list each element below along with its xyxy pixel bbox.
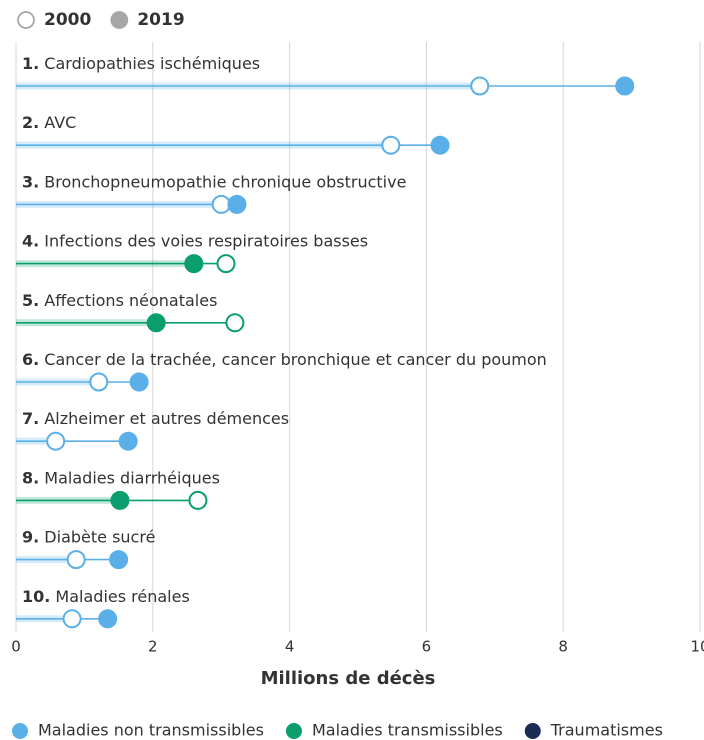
category-label: 7. Alzheimer et autres démences bbox=[22, 409, 289, 428]
dot bbox=[118, 431, 138, 451]
category-name: Maladies rénales bbox=[50, 586, 189, 605]
category-name: Cardiopathies ischémiques bbox=[39, 54, 260, 73]
x-tick-label: 0 bbox=[11, 638, 21, 656]
x-tick-label: 2 bbox=[148, 638, 158, 656]
category-name: Affections néonatales bbox=[39, 290, 217, 309]
x-tick-label: 10 bbox=[690, 638, 704, 656]
category-name: AVC bbox=[39, 113, 76, 132]
category-label: 2. AVC bbox=[22, 113, 76, 132]
dot bbox=[188, 490, 208, 510]
dot bbox=[470, 76, 490, 96]
category-name: Bronchopneumopathie chronique obstructiv… bbox=[39, 172, 406, 191]
dot bbox=[129, 372, 149, 392]
rank: 6. bbox=[22, 350, 39, 369]
category-name: Cancer de la trachée, cancer bronchique … bbox=[39, 350, 547, 369]
legend-label: 2000 bbox=[44, 10, 91, 30]
legend-label: Traumatismes bbox=[550, 721, 663, 740]
rank: 5. bbox=[22, 290, 39, 309]
category-label: 8. Maladies diarrhéiques bbox=[22, 468, 220, 487]
dot bbox=[216, 254, 236, 274]
category-name: Maladies diarrhéiques bbox=[39, 468, 220, 487]
legend-label: Maladies non transmissibles bbox=[38, 721, 264, 740]
category-name: Diabète sucré bbox=[39, 527, 155, 546]
category-name: Alzheimer et autres démences bbox=[39, 409, 289, 428]
dot bbox=[98, 609, 118, 629]
dot bbox=[227, 194, 247, 214]
dot bbox=[146, 313, 166, 333]
legend-marker bbox=[285, 723, 302, 739]
x-tick-label: 6 bbox=[422, 638, 432, 656]
rank: 4. bbox=[22, 231, 39, 250]
category-label: 10. Maladies rénales bbox=[22, 586, 190, 605]
rank: 7. bbox=[22, 409, 39, 428]
dot bbox=[46, 431, 66, 451]
legend-marker bbox=[524, 723, 541, 739]
legend-marker bbox=[12, 723, 28, 739]
category-label: 6. Cancer de la trachée, cancer bronchiq… bbox=[22, 350, 547, 369]
dot bbox=[110, 490, 130, 510]
legend-label: 2019 bbox=[137, 10, 184, 30]
x-tick-label: 4 bbox=[285, 638, 295, 656]
rank: 8. bbox=[22, 468, 39, 487]
dot bbox=[430, 135, 450, 155]
rank: 3. bbox=[22, 172, 39, 191]
category-label: 1. Cardiopathies ischémiques bbox=[22, 54, 260, 73]
x-axis-title: Millions de décès bbox=[261, 668, 436, 689]
rank: 10. bbox=[22, 586, 50, 605]
rank: 1. bbox=[22, 54, 39, 73]
x-tick-label: 8 bbox=[558, 638, 568, 656]
dot bbox=[66, 550, 86, 570]
rank: 9. bbox=[22, 527, 39, 546]
dot bbox=[211, 194, 231, 214]
dot bbox=[89, 372, 109, 392]
category-label: 5. Affections néonatales bbox=[22, 290, 217, 309]
rank: 2. bbox=[22, 113, 39, 132]
dot bbox=[615, 76, 635, 96]
dot bbox=[381, 135, 401, 155]
dot bbox=[109, 550, 129, 570]
dot bbox=[62, 609, 82, 629]
legend-marker bbox=[17, 11, 35, 29]
legend-label: Maladies transmissibles bbox=[312, 721, 503, 740]
category-name: Infections des voies respiratoires basse… bbox=[39, 231, 368, 250]
category-label: 4. Infections des voies respiratoires ba… bbox=[22, 231, 368, 250]
dot bbox=[225, 313, 245, 333]
category-label: 3. Bronchopneumopathie chronique obstruc… bbox=[22, 172, 406, 191]
category-label: 9. Diabète sucré bbox=[22, 527, 155, 546]
dot bbox=[184, 254, 204, 274]
legend-marker bbox=[110, 11, 129, 29]
